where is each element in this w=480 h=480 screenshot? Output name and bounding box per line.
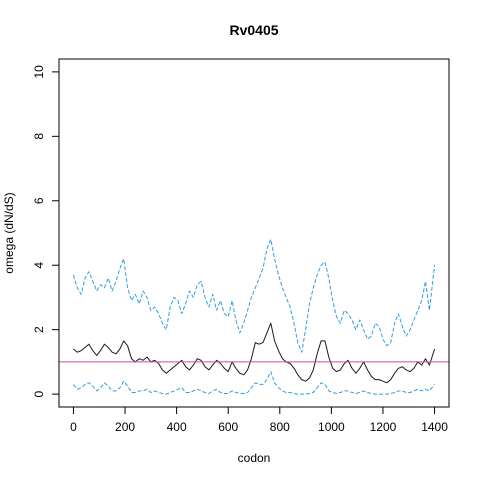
- lower-series-line: [73, 371, 435, 395]
- x-tick-label: 1200: [370, 420, 397, 434]
- y-tick-label: 2: [32, 326, 46, 333]
- x-axis: 0 200 400 600 800 1000 1200 1400: [70, 407, 448, 434]
- x-tick-label: 200: [115, 420, 135, 434]
- x-axis-label: codon: [238, 451, 271, 465]
- y-tick-label: 8: [32, 133, 46, 140]
- y-tick-label: 10: [32, 65, 46, 79]
- estimate-series-line: [73, 322, 436, 384]
- y-axis: 0 2 4 6 8 10: [32, 65, 59, 397]
- plot-lines: [59, 238, 449, 395]
- chart-title: Rv0405: [229, 22, 278, 38]
- y-tick-label: 4: [32, 262, 46, 269]
- x-tick-label: 600: [218, 420, 238, 434]
- plot-frame: [58, 58, 450, 408]
- x-tick-label: 1400: [421, 420, 448, 434]
- x-tick-label: 1000: [318, 420, 345, 434]
- x-tick-label: 400: [167, 420, 187, 434]
- x-tick-label: 800: [270, 420, 290, 434]
- y-tick-label: 0: [32, 390, 46, 397]
- x-tick-label: 0: [70, 420, 77, 434]
- y-axis-label: omega (dN/dS): [2, 192, 16, 273]
- upper-series-line: [72, 238, 436, 353]
- y-tick-label: 6: [32, 197, 46, 204]
